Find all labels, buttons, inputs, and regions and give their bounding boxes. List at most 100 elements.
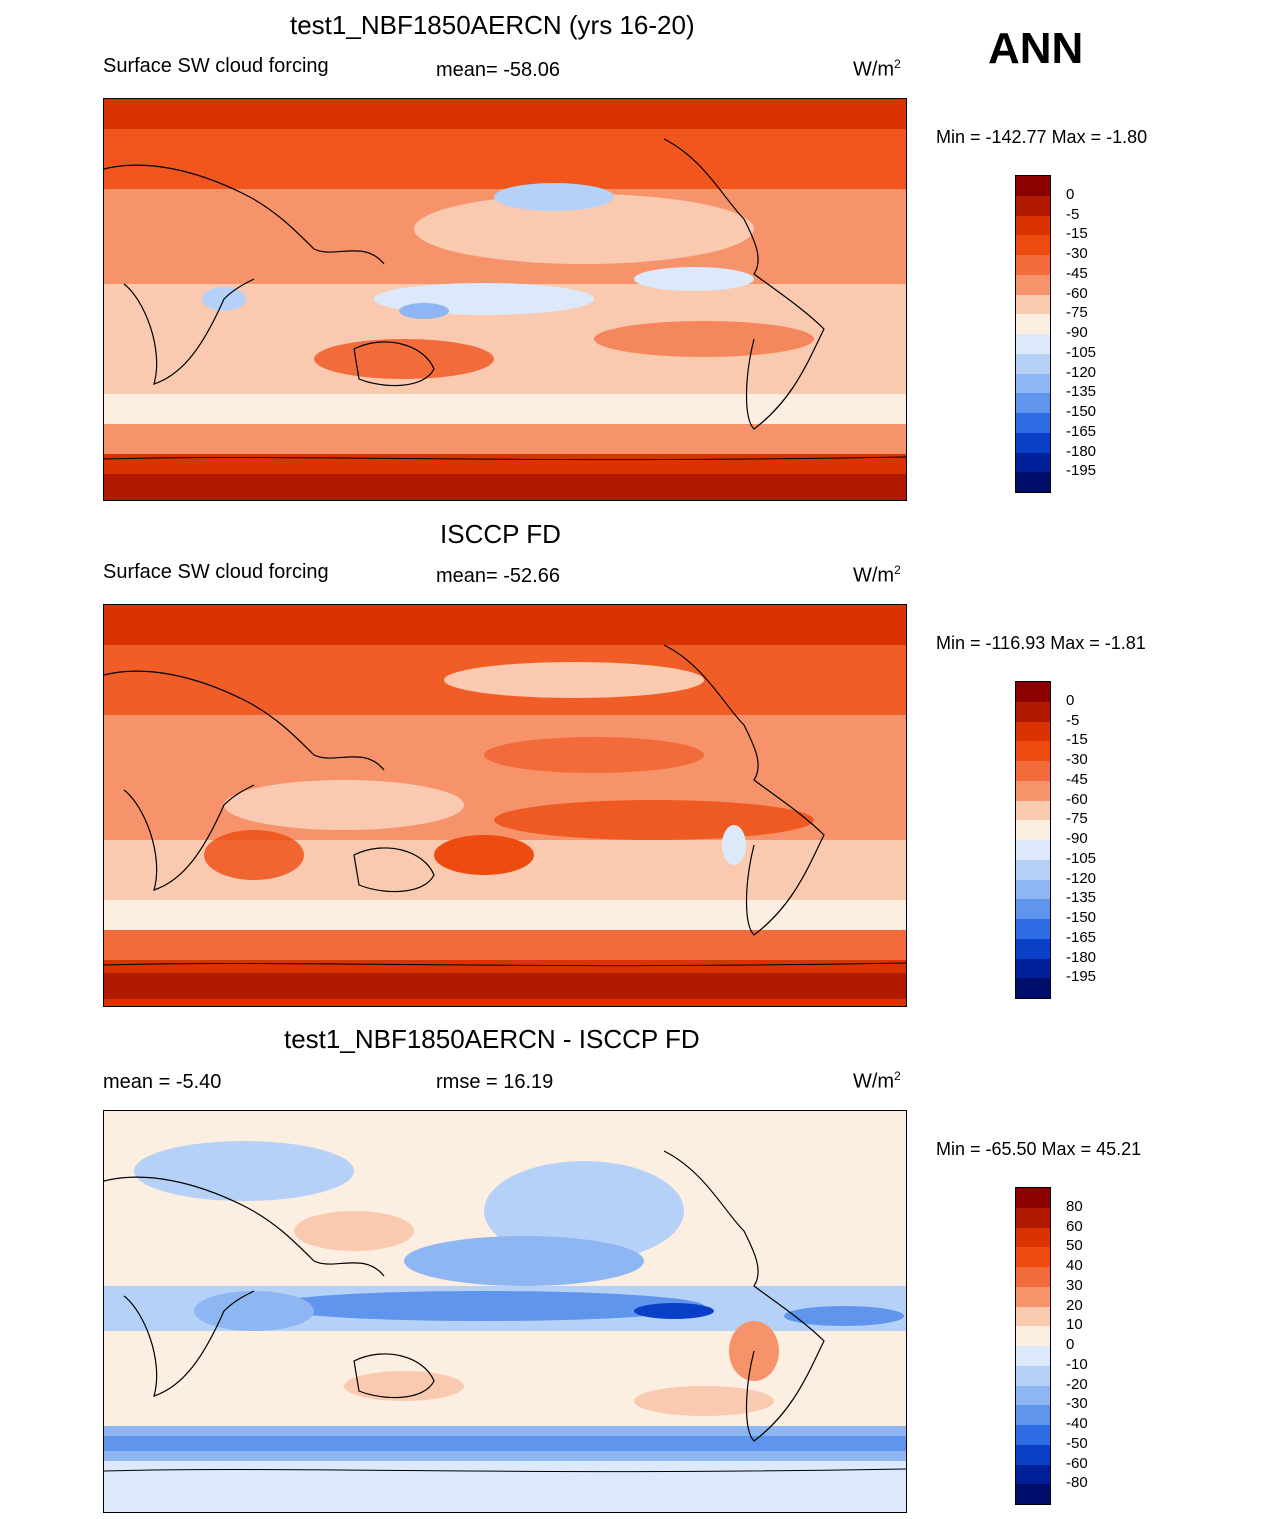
colorbar-swatch xyxy=(1016,1247,1050,1267)
colorbar-label: 10 xyxy=(1066,1316,1083,1334)
panel-1-minmax: Min = -142.77 Max = -1.80 xyxy=(936,127,1148,147)
colorbar-label: -120 xyxy=(1066,869,1097,887)
panel-2-map xyxy=(103,604,907,1007)
colorbar-swatch xyxy=(1016,1286,1050,1307)
panel-1-map xyxy=(103,98,907,501)
colorbar-swatch xyxy=(1016,761,1050,781)
colorbar-label: 0 xyxy=(1066,185,1075,203)
colorbar-swatch xyxy=(1016,800,1050,821)
colorbar-swatch xyxy=(1016,393,1050,413)
colorbar-label: -30 xyxy=(1066,1395,1088,1413)
colorbar-label: -90 xyxy=(1066,324,1088,341)
colorbar-label: -15 xyxy=(1066,731,1088,749)
colorbar-label: -150 xyxy=(1066,403,1097,420)
colorbar-swatch xyxy=(1016,1464,1050,1485)
colorbar-swatch xyxy=(1016,1188,1050,1208)
colorbar-swatch xyxy=(1016,432,1050,453)
colorbar-swatch xyxy=(1016,353,1050,374)
panel-1-title: test1_NBF1850AERCN (yrs 16-20) xyxy=(290,10,695,40)
colorbar-label: -135 xyxy=(1066,889,1097,907)
colorbar-label: -60 xyxy=(1066,1454,1088,1472)
colorbar-swatch xyxy=(1016,780,1050,801)
colorbar-swatch xyxy=(1016,1306,1050,1327)
colorbar-swatch xyxy=(1016,176,1050,196)
panel-1-colorbar xyxy=(1015,175,1051,493)
colorbar-swatch xyxy=(1016,195,1050,216)
panel-3-colorbar xyxy=(1015,1187,1051,1505)
colorbar-swatch xyxy=(1016,373,1050,394)
colorbar-label: -90 xyxy=(1066,830,1088,847)
panel-3-mean-label: mean = -5.40 xyxy=(103,1071,222,1093)
colorbar-label: -195 xyxy=(1066,462,1097,480)
panel-1-units: W/m2 xyxy=(853,57,901,81)
panel-2-mean-label: mean= -52.66 xyxy=(436,565,560,587)
colorbar-swatch xyxy=(1016,840,1050,860)
colorbar-swatch xyxy=(1016,274,1050,295)
colorbar-swatch xyxy=(1016,1267,1050,1287)
colorbar-swatch xyxy=(1016,235,1050,255)
colorbar-swatch xyxy=(1016,859,1050,880)
colorbar-swatch xyxy=(1016,452,1050,473)
colorbar-label: -195 xyxy=(1066,968,1097,986)
colorbar-swatch xyxy=(1016,1346,1050,1366)
colorbar-label: -60 xyxy=(1066,284,1088,302)
colorbar-swatch xyxy=(1016,1385,1050,1406)
colorbar-label: -20 xyxy=(1066,1375,1088,1393)
panel-2-units: W/m2 xyxy=(853,563,901,587)
colorbar-label: -165 xyxy=(1066,928,1097,946)
panel-2-colorbar xyxy=(1015,681,1051,999)
colorbar-swatch xyxy=(1016,1326,1050,1346)
colorbar-swatch xyxy=(1016,958,1050,979)
colorbar-label: -180 xyxy=(1066,948,1097,966)
colorbar-label: -50 xyxy=(1066,1434,1088,1452)
colorbar-label: -135 xyxy=(1066,383,1097,401)
colorbar-label: -5 xyxy=(1066,711,1080,729)
colorbar-swatch xyxy=(1016,215,1050,236)
colorbar-swatch xyxy=(1016,721,1050,742)
colorbar-swatch xyxy=(1016,413,1050,433)
colorbar-label: 20 xyxy=(1066,1296,1083,1314)
colorbar-label: -40 xyxy=(1066,1415,1088,1432)
colorbar-swatch xyxy=(1016,919,1050,939)
season-label: ANN xyxy=(988,24,1084,73)
colorbar-label: -45 xyxy=(1066,770,1088,788)
colorbar-label: 0 xyxy=(1066,691,1075,709)
colorbar-label: -105 xyxy=(1066,849,1097,867)
colorbar-swatch xyxy=(1016,879,1050,900)
panel-1-variable-label: Surface SW cloud forcing xyxy=(103,55,329,77)
colorbar-label: -30 xyxy=(1066,751,1088,768)
panel-2-title: ISCCP FD xyxy=(440,519,561,549)
colorbar-swatch xyxy=(1016,314,1050,334)
panel-3-minmax: Min = -65.50 Max = 45.21 xyxy=(936,1139,1142,1159)
colorbar-label: -5 xyxy=(1066,205,1080,223)
colorbar-label: -180 xyxy=(1066,442,1097,460)
colorbar-swatch xyxy=(1016,820,1050,840)
colorbar-swatch xyxy=(1016,255,1050,275)
colorbar-label: -75 xyxy=(1066,304,1088,322)
colorbar-label: 80 xyxy=(1066,1197,1083,1215)
colorbar-label: 40 xyxy=(1066,1257,1083,1274)
colorbar-swatch xyxy=(1016,334,1050,354)
colorbar-label: -60 xyxy=(1066,790,1088,808)
colorbar-label: -75 xyxy=(1066,810,1088,828)
colorbar-swatch xyxy=(1016,938,1050,959)
colorbar-swatch xyxy=(1016,978,1050,998)
colorbar-label: -165 xyxy=(1066,422,1097,440)
panel-2-minmax: Min = -116.93 Max = -1.81 xyxy=(936,633,1146,653)
colorbar-label: -105 xyxy=(1066,343,1097,361)
colorbar-label: -45 xyxy=(1066,264,1088,282)
colorbar-swatch xyxy=(1016,1405,1050,1425)
colorbar-swatch xyxy=(1016,899,1050,919)
panel-3-title: test1_NBF1850AERCN - ISCCP FD xyxy=(284,1024,700,1054)
panel-2-variable-label: Surface SW cloud forcing xyxy=(103,561,329,583)
colorbar-swatch xyxy=(1016,741,1050,761)
colorbar-label: -80 xyxy=(1066,1474,1088,1492)
colorbar-swatch xyxy=(1016,1365,1050,1386)
colorbar-label: 30 xyxy=(1066,1276,1083,1294)
colorbar-swatch xyxy=(1016,1444,1050,1465)
colorbar-swatch xyxy=(1016,1227,1050,1248)
colorbar-label: -120 xyxy=(1066,363,1097,381)
panel-3-units: W/m2 xyxy=(853,1069,901,1093)
colorbar-swatch xyxy=(1016,1207,1050,1228)
colorbar-swatch xyxy=(1016,1484,1050,1504)
